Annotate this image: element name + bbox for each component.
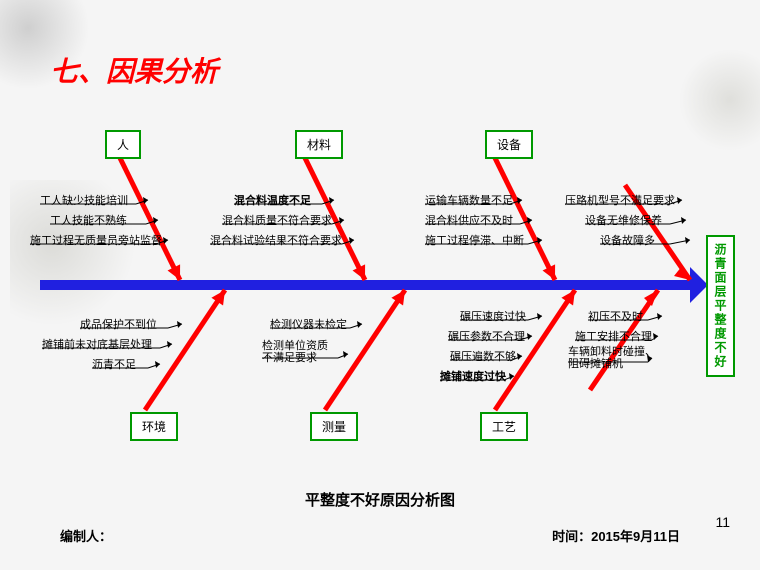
page-number: 11 [715,514,730,530]
cause-label: 设备无维修保养 [585,212,662,228]
cause-label: 检测仪器未检定 [270,316,347,332]
cause-label: 碾压遍数不够 [450,348,516,364]
category-box-env: 环境 [130,412,178,441]
author-label: 编制人： [60,526,112,545]
cause-label: 检测单位资质 不满足要求 [262,340,328,364]
category-box-equip: 设备 [485,130,533,159]
cause-label: 施工过程无质量员旁站监督 [30,232,162,248]
cause-label: 运输车辆数量不足 [425,192,513,208]
cause-label: 混合料供应不及时 [425,212,513,228]
cause-label: 压路机型号不满足要求 [565,192,675,208]
cause-label: 设备故障多 [600,232,655,248]
cause-label: 摊铺前未对底基层处理 [42,336,152,352]
fishbone-svg [30,130,730,440]
cause-label: 碾压速度过快 [460,308,526,324]
cause-label: 混合料试验结果不符合要求 [210,232,342,248]
cause-label: 混合料质量不符合要求 [222,212,332,228]
cause-label: 施工过程停滞、中断 [425,232,524,248]
cause-label: 成品保护不到位 [80,316,157,332]
cause-label: 施工安排不合理 [575,328,652,344]
fishbone-diagram: 人 材料 设备环境 测量 工艺 工人缺少技能培训工人技能不熟练施工过程无质量员旁站监督 混… [30,130,730,440]
cause-label: 初压不及时 [588,308,643,324]
category-box-material: 材料 [295,130,343,159]
date-label: 时间：2015年9月11日 [552,526,680,545]
cause-label: 工人缺少技能培训 [40,192,128,208]
cause-label: 混合料温度不足 [234,192,311,208]
cause-label: 工人技能不熟练 [50,212,127,228]
category-box-person: 人 [105,130,141,159]
diagram-subtitle: 平整度不好原因分析图 [0,489,760,510]
section-title: 七、因果分析 [50,50,218,90]
cause-label: 碾压参数不合理 [448,328,525,344]
category-box-process: 工艺 [480,412,528,441]
effect-box: 沥青面层平整度不好 [706,235,735,377]
cause-label: 摊铺速度过快 [440,368,506,384]
cause-label: 沥青不足 [92,356,136,372]
cause-label: 车辆卸料时碰撞、 阻碍摊铺机 [568,346,656,370]
category-box-measure: 测量 [310,412,358,441]
